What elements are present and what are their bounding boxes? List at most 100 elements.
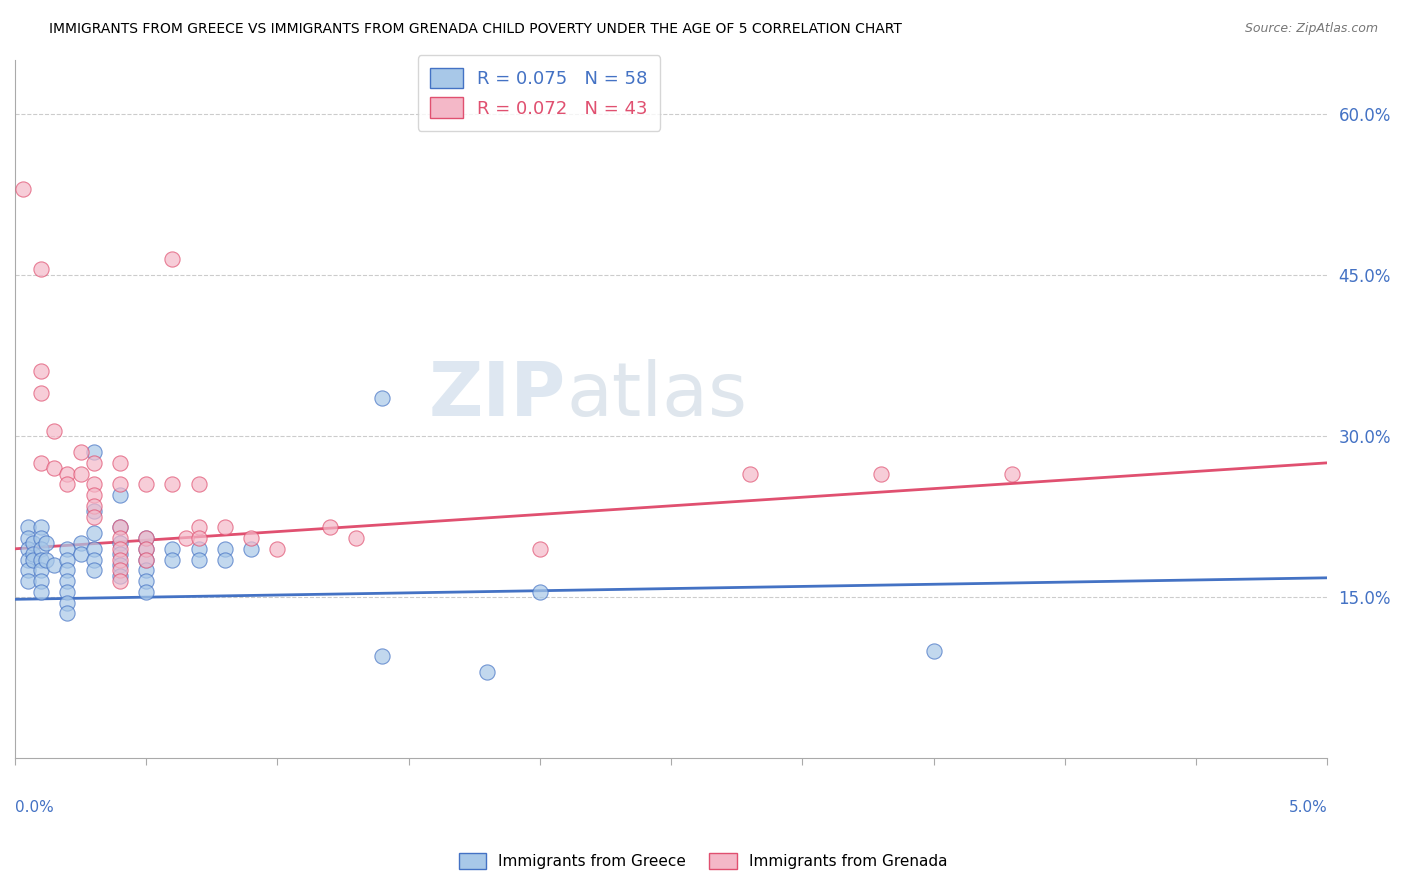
Text: Source: ZipAtlas.com: Source: ZipAtlas.com	[1244, 22, 1378, 36]
Point	[187, 520, 209, 534]
Text: IMMIGRANTS FROM GREECE VS IMMIGRANTS FROM GRENADA CHILD POVERTY UNDER THE AGE OF: IMMIGRANTS FROM GREECE VS IMMIGRANTS FRO…	[49, 22, 903, 37]
Point	[44, 424, 66, 438]
Point	[17, 563, 39, 577]
Point	[108, 531, 131, 545]
Point	[135, 531, 157, 545]
Point	[529, 541, 551, 556]
Point	[30, 364, 52, 378]
Point	[56, 552, 79, 566]
Point	[30, 584, 52, 599]
Text: ZIP: ZIP	[429, 359, 567, 432]
Point	[108, 547, 131, 561]
Point	[83, 456, 105, 470]
Point	[529, 584, 551, 599]
Point	[83, 445, 105, 459]
Point	[30, 456, 52, 470]
Point	[83, 525, 105, 540]
Point	[344, 531, 367, 545]
Point	[135, 563, 157, 577]
Point	[108, 568, 131, 582]
Text: atlas: atlas	[567, 359, 747, 432]
Point	[56, 595, 79, 609]
Point	[108, 574, 131, 588]
Point	[22, 536, 45, 550]
Point	[35, 536, 58, 550]
Point	[44, 558, 66, 572]
Point	[56, 563, 79, 577]
Point	[30, 386, 52, 401]
Point	[214, 541, 236, 556]
Point	[83, 552, 105, 566]
Point	[83, 563, 105, 577]
Point	[1001, 467, 1024, 481]
Point	[108, 558, 131, 572]
Point	[69, 445, 91, 459]
Point	[108, 552, 131, 566]
Point	[17, 552, 39, 566]
Point	[22, 552, 45, 566]
Point	[108, 520, 131, 534]
Point	[371, 392, 394, 406]
Point	[56, 477, 79, 491]
Point	[17, 520, 39, 534]
Point	[44, 461, 66, 475]
Text: 0.0%: 0.0%	[15, 800, 53, 815]
Point	[30, 520, 52, 534]
Point	[135, 574, 157, 588]
Point	[135, 477, 157, 491]
Point	[162, 552, 184, 566]
Point	[56, 574, 79, 588]
Point	[56, 541, 79, 556]
Point	[22, 547, 45, 561]
Point	[108, 541, 131, 556]
Point	[135, 541, 157, 556]
Point	[174, 531, 197, 545]
Point	[56, 467, 79, 481]
Point	[56, 607, 79, 621]
Point	[30, 574, 52, 588]
Point	[108, 456, 131, 470]
Point	[922, 644, 945, 658]
Point	[17, 541, 39, 556]
Point	[162, 477, 184, 491]
Point	[371, 649, 394, 664]
Point	[69, 467, 91, 481]
Point	[135, 531, 157, 545]
Point	[240, 541, 263, 556]
Point	[187, 552, 209, 566]
Text: 5.0%: 5.0%	[1289, 800, 1327, 815]
Point	[187, 531, 209, 545]
Point	[187, 477, 209, 491]
Point	[30, 563, 52, 577]
Point	[108, 488, 131, 502]
Point	[214, 520, 236, 534]
Point	[30, 531, 52, 545]
Point	[83, 499, 105, 513]
Point	[17, 531, 39, 545]
Point	[17, 574, 39, 588]
Point	[187, 541, 209, 556]
Point	[69, 536, 91, 550]
Point	[83, 488, 105, 502]
Point	[477, 665, 499, 680]
Point	[135, 552, 157, 566]
Point	[108, 477, 131, 491]
Point	[83, 509, 105, 524]
Point	[240, 531, 263, 545]
Point	[83, 541, 105, 556]
Point	[30, 262, 52, 277]
Point	[214, 552, 236, 566]
Point	[135, 552, 157, 566]
Point	[11, 182, 34, 196]
Point	[135, 584, 157, 599]
Point	[35, 552, 58, 566]
Point	[162, 252, 184, 266]
Point	[135, 541, 157, 556]
Point	[83, 504, 105, 518]
Point	[870, 467, 893, 481]
Point	[108, 520, 131, 534]
Point	[69, 547, 91, 561]
Point	[319, 520, 342, 534]
Point	[162, 541, 184, 556]
Legend: Immigrants from Greece, Immigrants from Grenada: Immigrants from Greece, Immigrants from …	[453, 847, 953, 875]
